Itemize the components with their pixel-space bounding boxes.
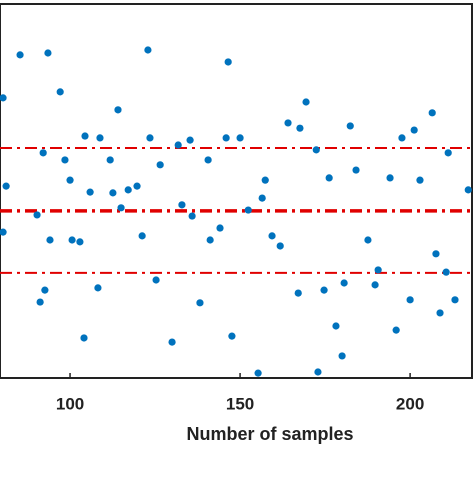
point bbox=[268, 232, 276, 240]
point bbox=[76, 238, 84, 246]
point bbox=[312, 146, 320, 154]
point bbox=[138, 232, 146, 240]
point bbox=[432, 250, 440, 258]
x-tick-label: 200 bbox=[396, 394, 424, 413]
point bbox=[174, 141, 182, 149]
point bbox=[133, 182, 141, 190]
point bbox=[41, 286, 49, 294]
point bbox=[80, 334, 88, 342]
point bbox=[320, 286, 328, 294]
x-axis-label: Number of samples bbox=[186, 424, 353, 444]
point bbox=[296, 124, 304, 132]
point bbox=[416, 176, 424, 184]
point bbox=[224, 58, 232, 66]
point bbox=[109, 189, 117, 197]
point bbox=[340, 279, 348, 287]
point bbox=[410, 126, 418, 134]
point bbox=[94, 284, 102, 292]
point bbox=[346, 122, 354, 130]
point bbox=[33, 211, 41, 219]
x-tick-label: 150 bbox=[226, 394, 254, 413]
point bbox=[124, 186, 132, 194]
point bbox=[464, 186, 472, 194]
point bbox=[216, 224, 224, 232]
point bbox=[106, 156, 114, 164]
point bbox=[0, 94, 7, 102]
point bbox=[117, 204, 125, 212]
point bbox=[196, 299, 204, 307]
point bbox=[114, 106, 122, 114]
point bbox=[44, 49, 52, 57]
point bbox=[244, 206, 252, 214]
point bbox=[36, 298, 44, 306]
point bbox=[254, 369, 262, 377]
point bbox=[46, 236, 54, 244]
point bbox=[39, 149, 47, 157]
point bbox=[294, 289, 302, 297]
point bbox=[16, 51, 24, 59]
point bbox=[206, 236, 214, 244]
point bbox=[152, 276, 160, 284]
point bbox=[228, 332, 236, 340]
point bbox=[96, 134, 104, 142]
plot-frame bbox=[0, 3, 473, 379]
point bbox=[352, 166, 360, 174]
point bbox=[68, 236, 76, 244]
point bbox=[86, 188, 94, 196]
point bbox=[428, 109, 436, 117]
point bbox=[371, 281, 379, 289]
point bbox=[188, 212, 196, 220]
point bbox=[178, 201, 186, 209]
point bbox=[168, 338, 176, 346]
point bbox=[61, 156, 69, 164]
point bbox=[364, 236, 372, 244]
point bbox=[204, 156, 212, 164]
point bbox=[236, 134, 244, 142]
point bbox=[386, 174, 394, 182]
x-tick-label: 100 bbox=[56, 394, 84, 413]
point bbox=[146, 134, 154, 142]
point bbox=[258, 194, 266, 202]
point bbox=[56, 88, 64, 96]
point bbox=[144, 46, 152, 54]
point bbox=[442, 268, 450, 276]
point bbox=[222, 134, 230, 142]
point bbox=[156, 161, 164, 169]
point bbox=[314, 368, 322, 376]
point bbox=[398, 134, 406, 142]
point bbox=[338, 352, 346, 360]
point bbox=[276, 242, 284, 250]
point bbox=[444, 149, 452, 157]
point bbox=[284, 119, 292, 127]
point bbox=[451, 296, 459, 304]
point bbox=[374, 266, 382, 274]
point bbox=[302, 98, 310, 106]
point bbox=[406, 296, 414, 304]
point bbox=[186, 136, 194, 144]
point bbox=[261, 176, 269, 184]
point bbox=[0, 228, 7, 236]
point bbox=[2, 182, 10, 190]
point bbox=[392, 326, 400, 334]
point bbox=[81, 132, 89, 140]
point bbox=[332, 322, 340, 330]
point bbox=[325, 174, 333, 182]
point bbox=[66, 176, 74, 184]
point bbox=[436, 309, 444, 317]
